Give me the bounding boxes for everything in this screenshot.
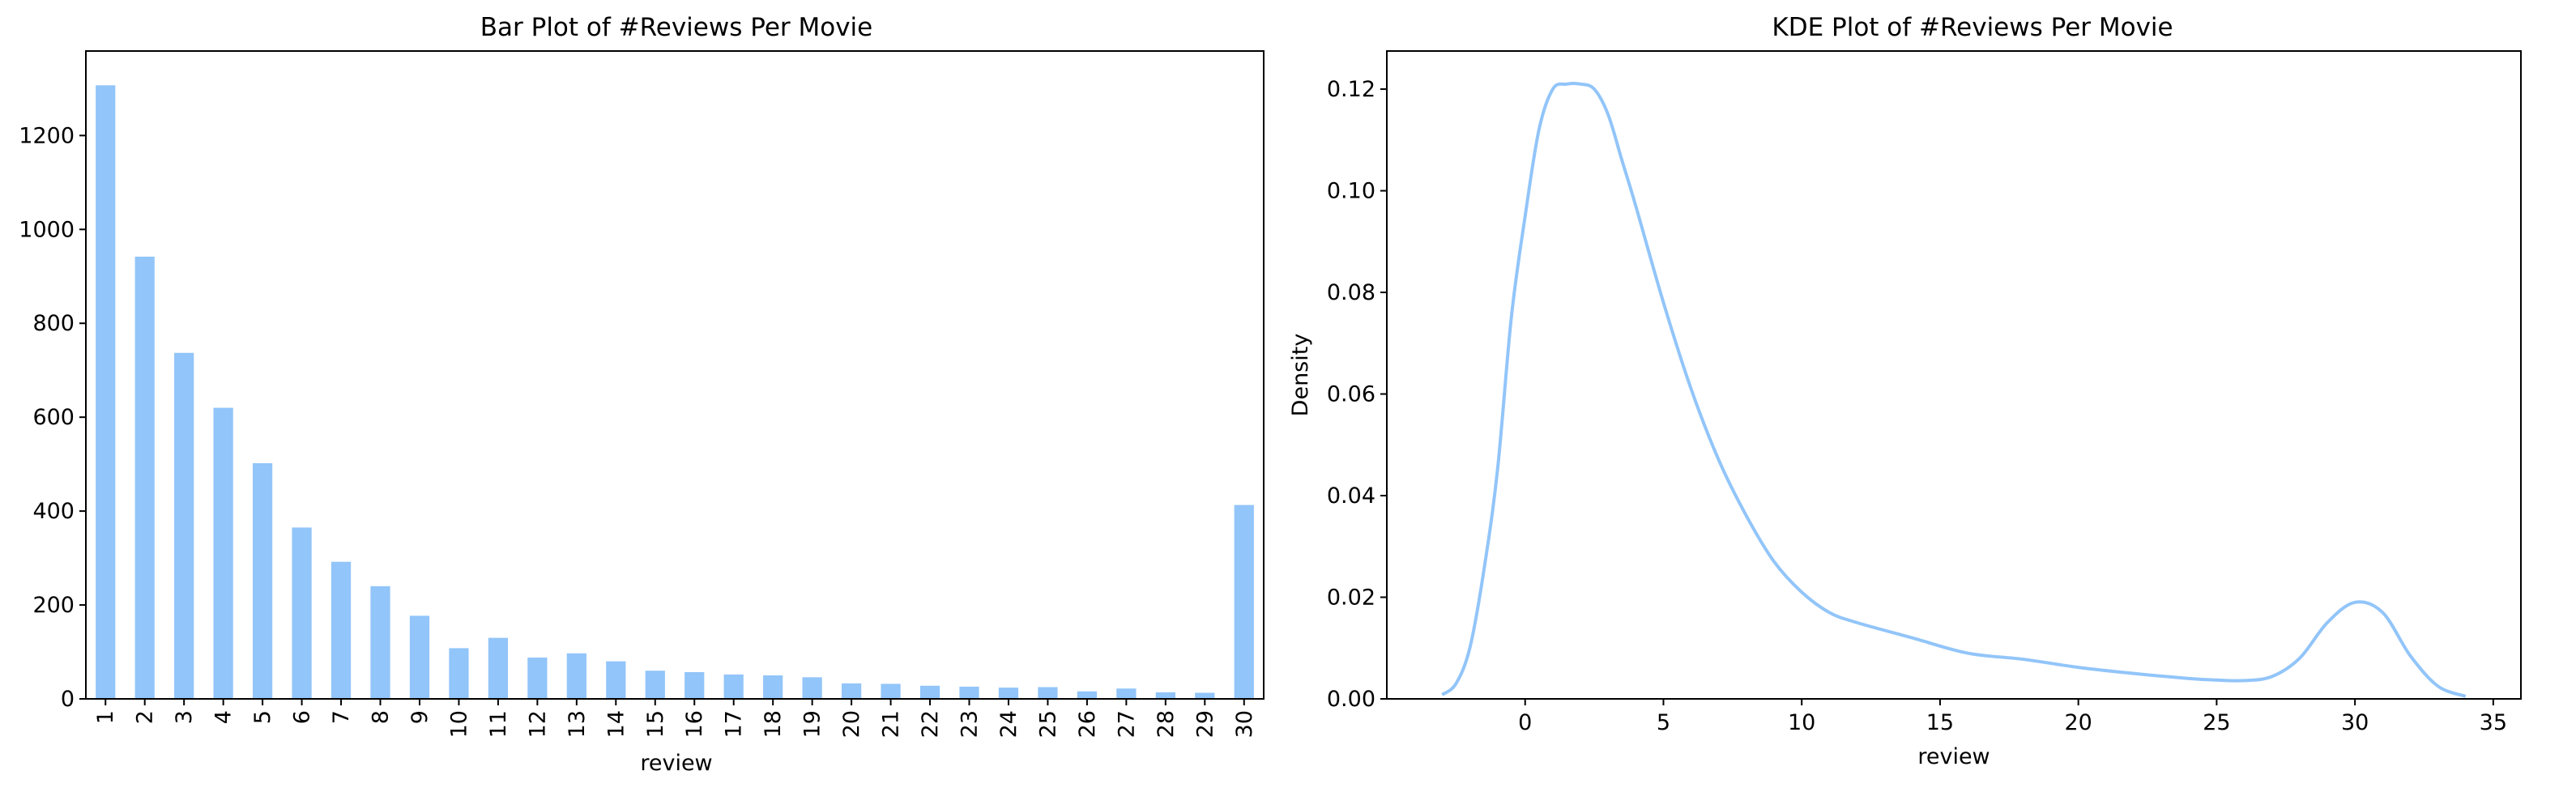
y-tick-label: 0.06 — [1327, 382, 1375, 407]
bar — [566, 653, 586, 699]
y-tick-label: 400 — [32, 499, 75, 524]
kde-chart: KDE Plot of #Reviews Per Movie 0.000.020… — [1288, 13, 2522, 769]
x-tick-label: 24 — [996, 710, 1021, 738]
x-tick-label: 17 — [722, 710, 747, 738]
x-tick-label: 21 — [879, 710, 904, 738]
bar — [841, 683, 862, 699]
bar — [527, 657, 548, 699]
bar — [959, 686, 979, 699]
x-tick-label: 14 — [603, 710, 629, 738]
x-tick-label: 19 — [800, 710, 825, 738]
y-tick-label: 0 — [61, 687, 75, 712]
x-tick-label: 35 — [2480, 710, 2507, 735]
bar — [134, 256, 155, 699]
y-tick-label: 0.12 — [1327, 77, 1375, 102]
x-tick-label: 0 — [1518, 710, 1532, 735]
x-tick-label: 25 — [2203, 710, 2230, 735]
x-tick-label: 12 — [525, 710, 550, 738]
x-tick-label: 15 — [643, 710, 668, 738]
y-tick-label: 0.02 — [1327, 585, 1375, 611]
x-tick-label: 27 — [1114, 710, 1139, 738]
bar — [1077, 691, 1098, 699]
x-tick-label: 18 — [761, 710, 786, 738]
x-tick-label: 6 — [290, 710, 315, 724]
bar — [998, 688, 1019, 699]
kde-chart-frame — [1386, 50, 2522, 700]
bar — [685, 671, 705, 699]
x-tick-label: 11 — [486, 710, 511, 738]
y-tick-label: 0.10 — [1327, 179, 1375, 204]
bar — [1038, 687, 1058, 699]
y-tick-label: 800 — [32, 311, 75, 336]
bar — [723, 674, 744, 699]
x-tick-label: 16 — [682, 710, 707, 738]
x-tick-label: 5 — [1657, 710, 1670, 735]
bar — [488, 637, 509, 699]
bar — [606, 661, 626, 699]
x-tick-label: 22 — [918, 710, 943, 738]
x-tick-label: 10 — [1788, 710, 1815, 735]
x-tick-label: 13 — [565, 710, 590, 738]
bar-chart-title: Bar Plot of #Reviews Per Movie — [480, 13, 872, 42]
bar — [763, 675, 783, 699]
y-tick-label: 1000 — [19, 217, 75, 242]
y-tick-label: 0.00 — [1327, 687, 1375, 712]
y-tick-label: 0.04 — [1327, 483, 1375, 509]
x-tick-label: 2 — [133, 710, 158, 724]
y-tick-label: 0.08 — [1327, 280, 1375, 305]
x-tick-label: 8 — [369, 710, 394, 724]
x-tick-label: 20 — [839, 710, 864, 738]
bar — [1116, 688, 1137, 699]
bar — [96, 85, 116, 699]
bar — [370, 585, 390, 699]
bar-marks — [96, 85, 1254, 699]
bar — [449, 648, 469, 699]
kde-series-line — [1441, 82, 2467, 698]
kde-x-ticks: 0 5 10 15 20 25 30 35 — [1518, 699, 2507, 735]
bar-chart-xlabel: review — [640, 751, 712, 776]
bar — [1155, 692, 1175, 699]
x-tick-label: 25 — [1035, 710, 1060, 738]
kde-y-ticks: 0.00 0.02 0.04 0.06 0.08 0.10 0.12 — [1327, 77, 1387, 712]
y-tick-label: 1200 — [19, 123, 75, 148]
x-tick-label: 26 — [1075, 710, 1100, 738]
bar — [802, 677, 822, 699]
bar — [881, 683, 901, 699]
x-tick-label: 29 — [1192, 710, 1218, 738]
x-tick-label: 3 — [172, 710, 197, 724]
x-tick-label: 1 — [93, 710, 118, 724]
kde-chart-title: KDE Plot of #Reviews Per Movie — [1772, 13, 2173, 42]
bar-y-ticks: 0 200 400 600 800 1000 1200 — [19, 123, 86, 712]
y-tick-label: 200 — [32, 593, 75, 618]
x-tick-label: 5 — [250, 710, 275, 724]
x-tick-label: 28 — [1154, 710, 1179, 738]
bar — [174, 352, 194, 699]
kde-chart-xlabel: review — [1917, 744, 1990, 769]
bar-chart: Bar Plot of #Reviews Per Movie 020040060… — [19, 13, 1265, 776]
bar — [213, 407, 233, 699]
bar — [292, 527, 312, 699]
bar — [331, 561, 352, 699]
x-tick-label: 30 — [1232, 710, 1257, 738]
y-tick-label: 600 — [32, 405, 75, 430]
bar-x-ticks: 1 2 3 4 5 6 7 8 9 10 11 12 13 14 15 16 17 18 19 20 21 22 23 24 2… — [93, 699, 1257, 738]
bar — [409, 615, 430, 699]
x-tick-label: 4 — [211, 710, 237, 724]
x-tick-label: 10 — [446, 710, 471, 738]
bar — [919, 685, 940, 699]
x-tick-label: 23 — [957, 710, 983, 738]
x-tick-label: 7 — [329, 710, 354, 724]
bar — [645, 671, 665, 699]
x-tick-label: 30 — [2341, 710, 2369, 735]
bar-chart-frame — [85, 50, 1265, 700]
kde-chart-ylabel: Density — [1288, 334, 1313, 417]
x-tick-label: 15 — [1926, 710, 1954, 735]
bar — [252, 462, 273, 699]
x-tick-label: 20 — [2064, 710, 2092, 735]
bar — [1234, 505, 1254, 699]
x-tick-label: 9 — [407, 710, 433, 724]
bar — [1195, 692, 1215, 699]
